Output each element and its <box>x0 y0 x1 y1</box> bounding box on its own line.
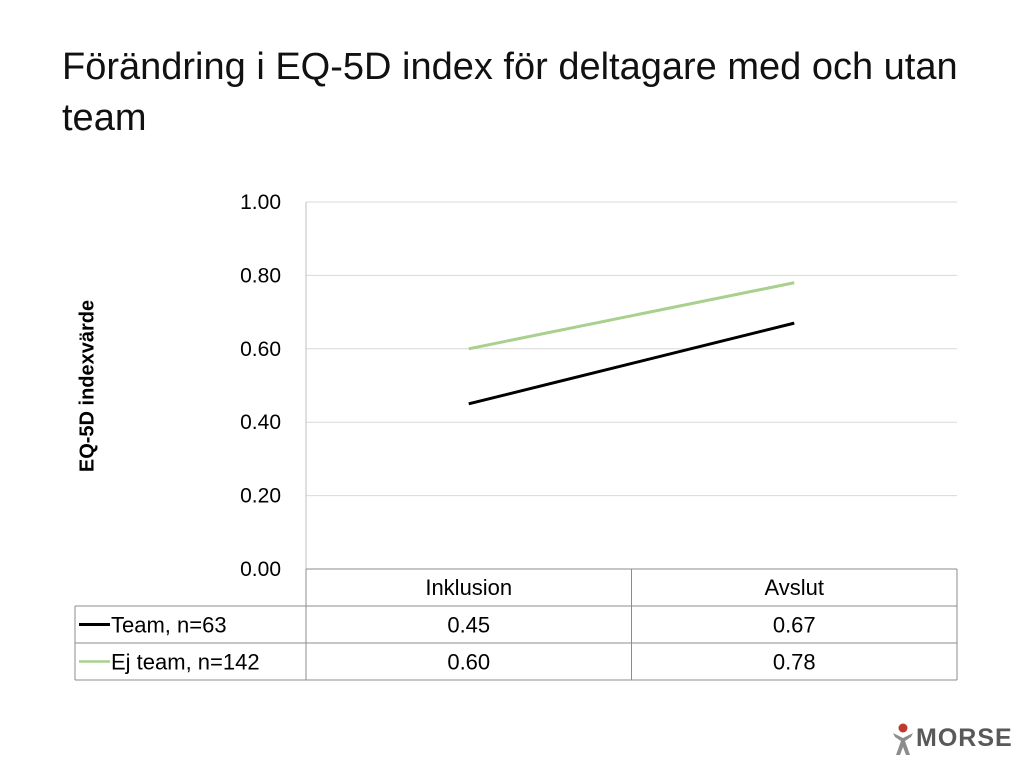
data-label: 0.45 <box>447 613 490 638</box>
y-tick-label: 0.00 <box>240 558 281 581</box>
morse-logo: MORSE <box>890 718 1020 758</box>
series-line-1 <box>468 281 795 351</box>
y-tick-label: 0.80 <box>240 264 281 287</box>
y-tick-label: 0.60 <box>240 338 281 361</box>
data-label: 0.60 <box>447 650 490 675</box>
slide-title: Förändring i EQ-5D index för deltagare m… <box>62 46 958 139</box>
legend-entry: Team, n=63 <box>111 613 227 638</box>
y-tick-label: 1.00 <box>240 191 281 214</box>
figure-logo-icon <box>893 723 913 755</box>
data-label: 0.78 <box>773 650 816 675</box>
y-tick-label: 0.20 <box>240 485 281 508</box>
legend-entry: Ej team, n=142 <box>111 650 260 675</box>
brand-name: MORSE <box>916 724 1013 752</box>
x-category-label: Avslut <box>764 575 824 600</box>
y-tick-label: 0.40 <box>240 411 281 434</box>
data-label: 0.67 <box>773 613 816 638</box>
x-category-label: Inklusion <box>425 575 512 600</box>
series-line-0 <box>468 321 795 406</box>
